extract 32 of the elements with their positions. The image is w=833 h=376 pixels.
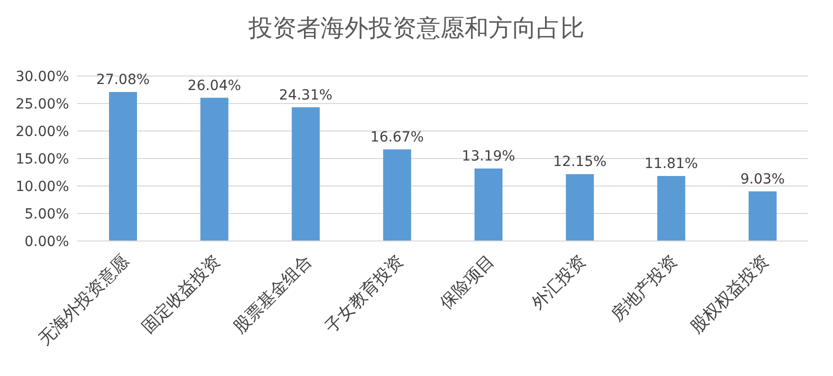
data-label: 26.04% [188, 78, 242, 94]
y-tick-label: 0.00% [24, 234, 69, 250]
bar [657, 176, 686, 241]
y-tick-label: 15.00% [16, 151, 69, 168]
x-tick-label: 子女教育投资 [321, 251, 408, 338]
y-tick-label: 20.00% [16, 124, 69, 140]
x-tick-label: 固定收益投资 [138, 251, 225, 338]
x-tick-label: 股票基金组合 [230, 251, 316, 338]
data-label: 27.08% [96, 72, 150, 88]
data-label: 11.81% [644, 156, 698, 172]
bar [748, 191, 777, 241]
data-label: 12.15% [553, 154, 607, 170]
x-tick-label: 房地产投资 [607, 251, 682, 326]
bar [200, 98, 228, 241]
bar [109, 92, 137, 241]
data-label: 16.67% [370, 129, 424, 146]
data-label: 9.03% [740, 171, 785, 188]
data-label: 24.31% [279, 87, 332, 104]
chart-title: 投资者海外投资意愿和方向占比 [248, 13, 586, 44]
bar [566, 174, 594, 241]
x-tick-label: 无海外投资意愿 [35, 251, 134, 350]
x-tick-label: 股权权益投资 [686, 251, 773, 338]
y-tick-label: 30.00% [16, 68, 69, 85]
x-tick-label: 外汇投资 [528, 251, 590, 314]
x-tick-label: 保险项目 [436, 251, 499, 314]
y-tick-label: 5.00% [24, 206, 69, 222]
bar [383, 149, 412, 241]
bar [474, 168, 502, 241]
y-tick-label: 25.00% [16, 96, 69, 112]
bar [292, 107, 320, 241]
data-label: 13.19% [462, 148, 516, 164]
y-tick-label: 10.00% [16, 178, 69, 195]
